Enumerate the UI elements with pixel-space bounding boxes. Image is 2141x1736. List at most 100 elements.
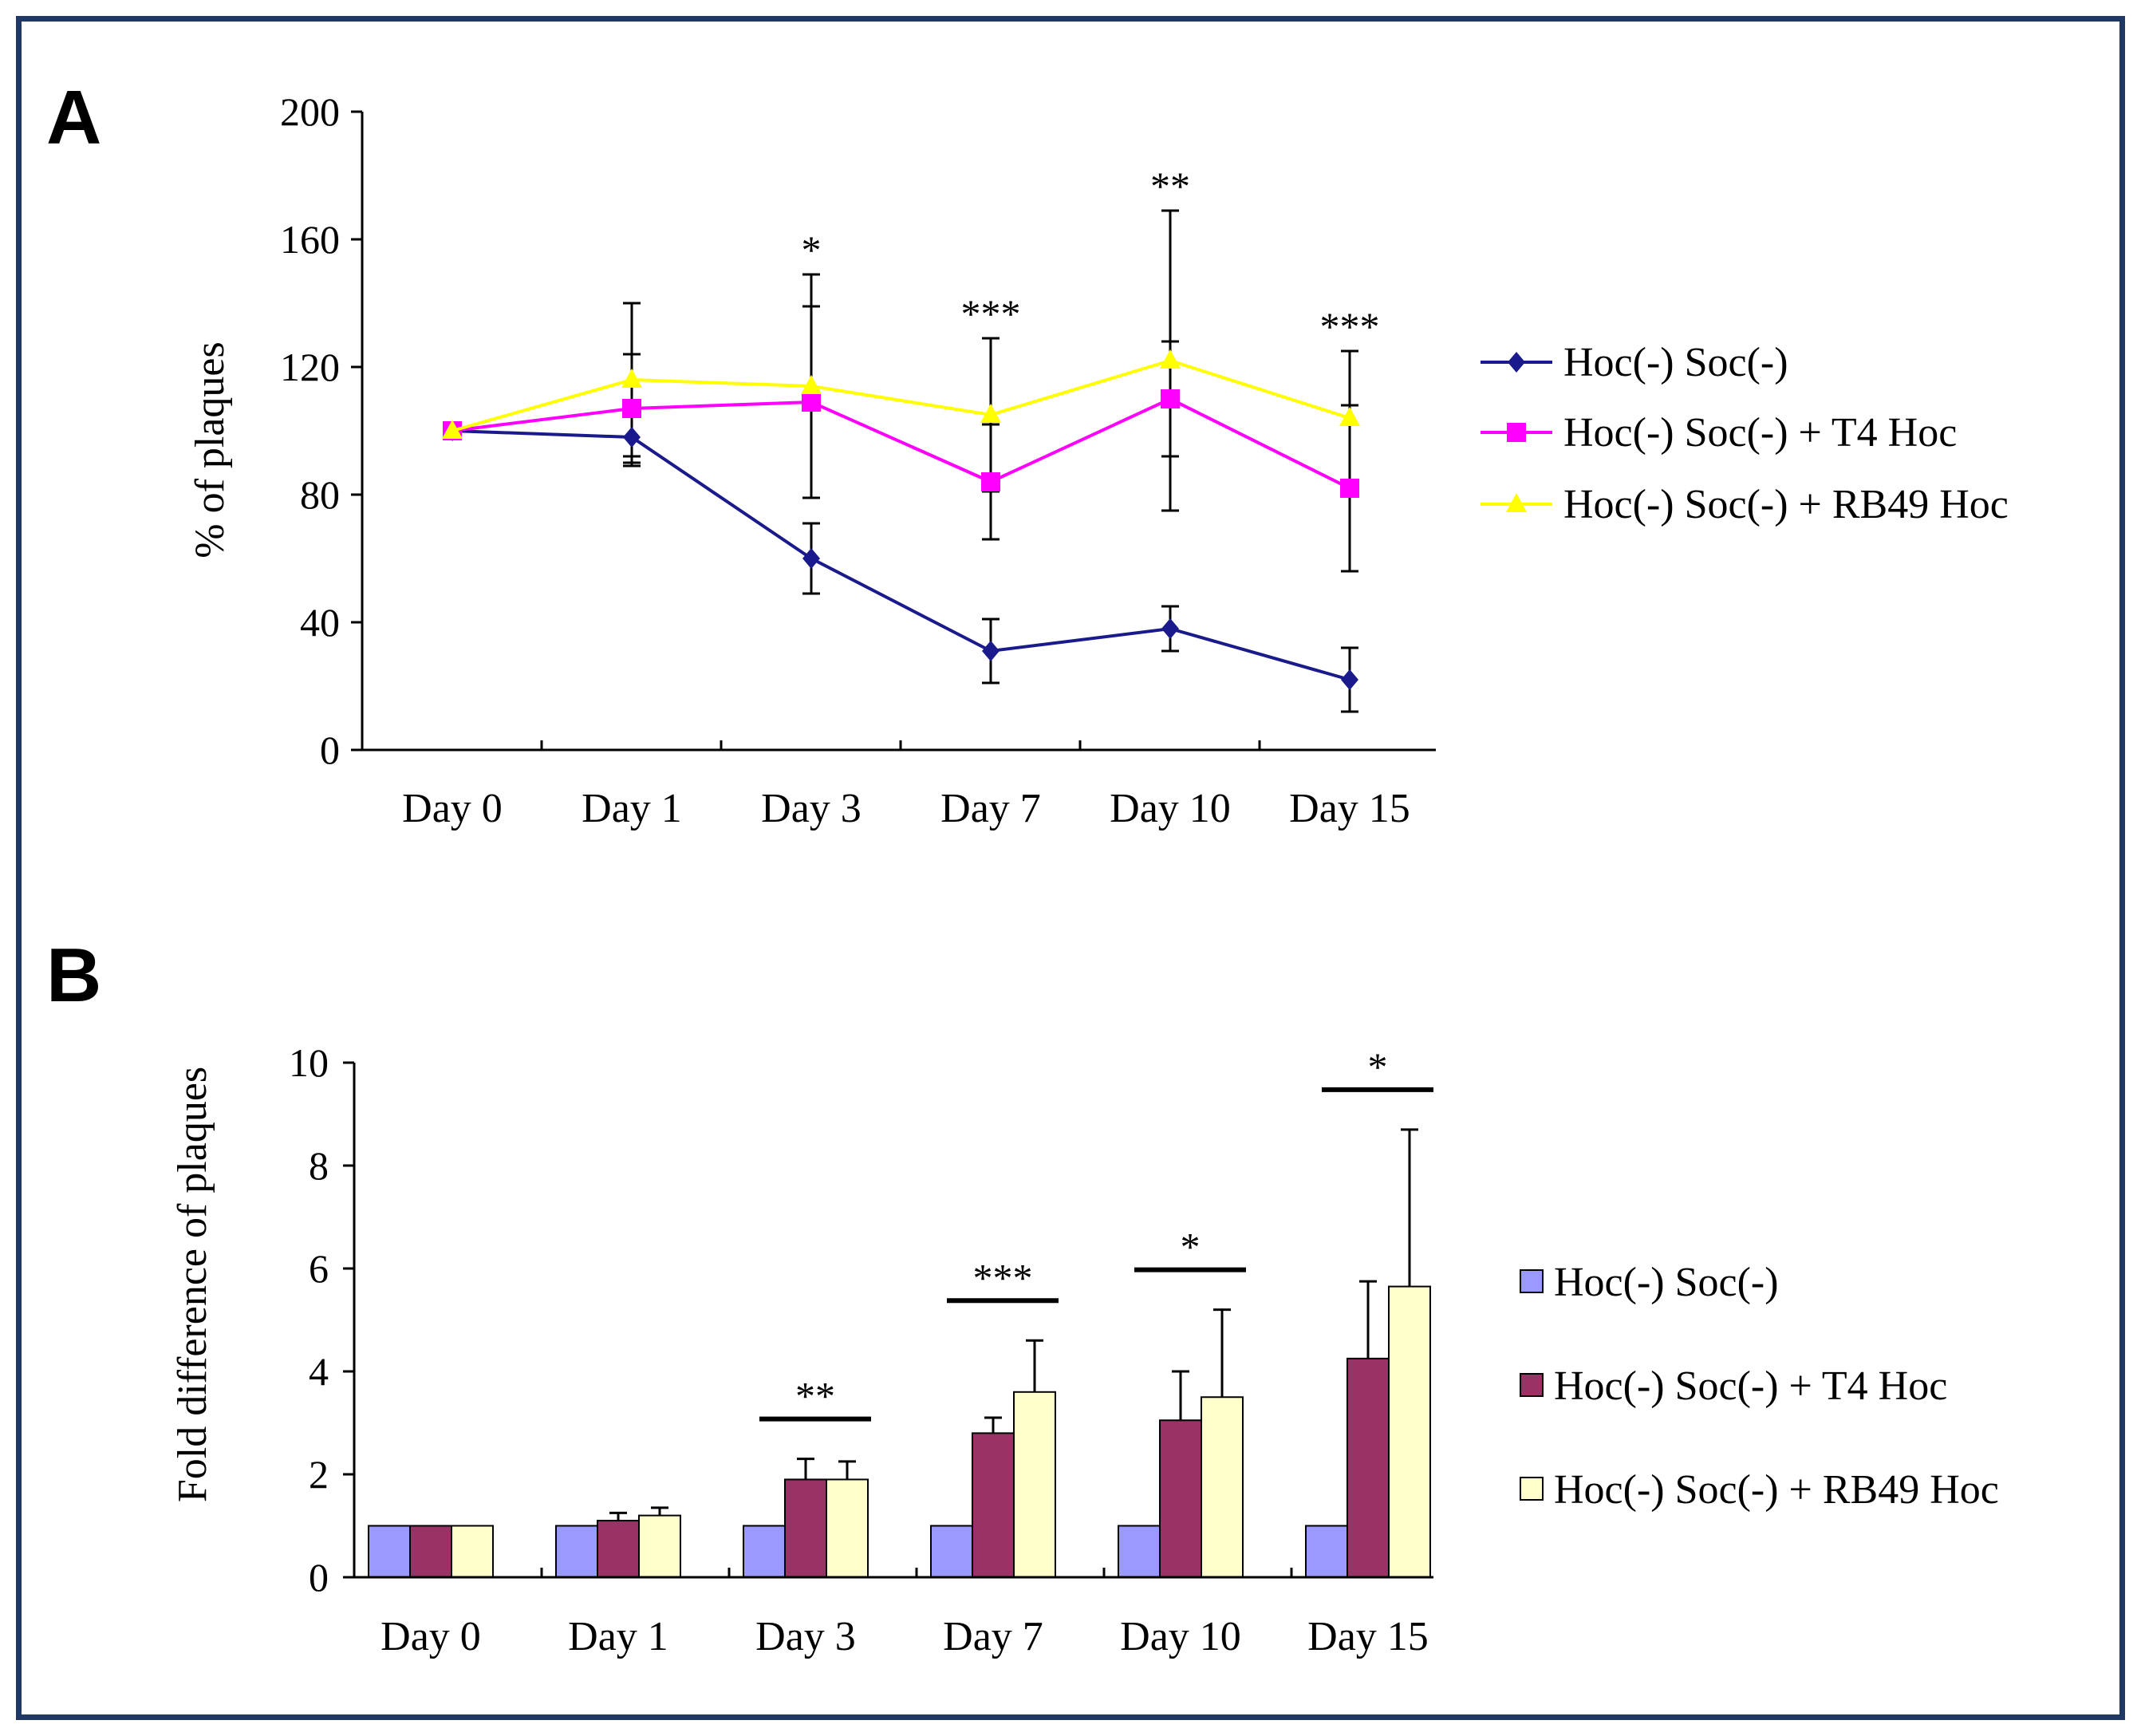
panel-b-x-ticks: Day 0 Day 1 Day 3 Day 7 Day 10 Day 15 — [380, 1568, 1429, 1659]
marker-triangle — [1506, 493, 1527, 512]
marker-square — [1507, 423, 1526, 442]
significance-label: ** — [1150, 164, 1190, 208]
marker-square — [1340, 479, 1359, 498]
y-tick-label: 200 — [280, 89, 340, 134]
marker-diamond — [1161, 618, 1179, 639]
series-line — [451, 358, 1350, 432]
y-tick-label: 80 — [300, 472, 340, 517]
x-tick-label: Day 15 — [1289, 786, 1410, 831]
panel-a-label: A — [46, 75, 101, 160]
series-line — [451, 429, 1350, 681]
bar — [638, 1514, 681, 1578]
legend-swatch — [1520, 1269, 1544, 1293]
bar — [930, 1525, 973, 1578]
bar — [1118, 1525, 1161, 1578]
marker-square — [981, 472, 1000, 491]
y-tick-label: 0 — [309, 1555, 329, 1600]
marker-diamond — [623, 427, 641, 448]
panel-a: A % of plaques 0 40 80 120 160 200 Day 0 Day 1… — [46, 75, 2009, 831]
series-1 — [444, 420, 1358, 690]
panel-a-y-ticks: 0 40 80 120 160 200 — [280, 89, 362, 772]
significance-label: * — [1181, 1225, 1201, 1269]
panel-a-legend: Hoc(-) Soc(-) Hoc(-) Soc(-) + T4 Hoc Hoc(-… — [1481, 340, 2009, 527]
bar — [1159, 1419, 1202, 1579]
y-tick-label: 0 — [320, 728, 340, 772]
bar — [555, 1525, 598, 1578]
marker-triangle — [1160, 349, 1181, 369]
marker-diamond — [1341, 669, 1358, 690]
panel-a-x-ticks: Day 0 Day 1 Day 3 Day 7 Day 10 Day 15 — [402, 740, 1410, 831]
panel-a-plot-area: ********* — [442, 164, 1380, 713]
marker-diamond — [802, 548, 820, 569]
significance-label: *** — [973, 1255, 1033, 1300]
panel-b-plot-area: ******* — [368, 1044, 1433, 1579]
x-tick-label: Day 7 — [940, 786, 1041, 831]
figure-frame — [16, 16, 2125, 1720]
panel-b-legend: Hoc(-) Soc(-) Hoc(-) Soc(-) + T4 Hoc Hoc(-… — [1520, 1260, 1999, 1513]
bar — [409, 1525, 452, 1578]
legend-label: Hoc(-) Soc(-) + RB49 Hoc — [1563, 482, 2009, 527]
marker-triangle — [621, 369, 642, 388]
series-2 — [443, 389, 1359, 498]
significance-label: * — [1368, 1044, 1388, 1089]
y-tick-label: 160 — [280, 217, 340, 262]
bar — [826, 1478, 869, 1578]
panel-b: B Fold difference of plaques 0 2 4 6 8 10 Day… — [46, 933, 1999, 1659]
marker-triangle — [980, 404, 1001, 423]
x-tick-label: Day 10 — [1110, 786, 1231, 831]
significance-label: *** — [961, 291, 1021, 336]
panel-b-label: B — [46, 933, 101, 1018]
marker-square — [622, 399, 641, 418]
bar — [1013, 1391, 1056, 1579]
bar — [451, 1525, 494, 1578]
legend-swatch — [1520, 1477, 1544, 1501]
series-line — [451, 397, 1350, 490]
y-tick-label: 10 — [289, 1040, 329, 1085]
marker-triangle — [1339, 407, 1360, 426]
legend-label: Hoc(-) Soc(-) + RB49 Hoc — [1554, 1467, 1999, 1513]
x-tick-label: Day 15 — [1307, 1614, 1429, 1659]
y-tick-label: 120 — [280, 345, 340, 389]
marker-square — [802, 393, 821, 412]
x-tick-label: Day 0 — [380, 1614, 481, 1659]
bar — [743, 1525, 786, 1578]
legend-label: Hoc(-) Soc(-) + T4 Hoc — [1563, 410, 1957, 456]
x-tick-label: Day 1 — [568, 1614, 668, 1659]
bar — [597, 1520, 640, 1579]
significance-label: *** — [1320, 304, 1380, 349]
x-tick-label: Day 3 — [755, 1614, 856, 1659]
y-tick-label: 6 — [309, 1246, 329, 1291]
significance-label: ** — [795, 1374, 835, 1418]
marker-triangle — [801, 375, 822, 394]
x-tick-label: Day 1 — [582, 786, 682, 831]
y-tick-label: 8 — [309, 1143, 329, 1188]
bar — [784, 1478, 827, 1578]
y-tick-label: 40 — [300, 600, 340, 645]
bar — [368, 1525, 411, 1578]
x-tick-label: Day 0 — [402, 786, 503, 831]
y-tick-label: 2 — [309, 1452, 329, 1497]
marker-diamond — [1508, 352, 1525, 373]
y-tick-label: 4 — [309, 1349, 329, 1394]
x-tick-label: Day 10 — [1120, 1614, 1241, 1659]
marker-diamond — [982, 641, 1000, 661]
marker-triangle — [442, 420, 463, 439]
bar — [1347, 1357, 1390, 1578]
legend-label: Hoc(-) Soc(-) — [1563, 340, 1788, 385]
x-tick-label: Day 7 — [943, 1614, 1043, 1659]
bar — [972, 1432, 1015, 1579]
panel-b-y-ticks: 0 2 4 6 8 10 — [289, 1040, 354, 1600]
legend-swatch — [1520, 1373, 1544, 1397]
bar — [1388, 1285, 1431, 1578]
x-tick-label: Day 3 — [761, 786, 862, 831]
panel-a-y-axis-label: % of plaques — [187, 341, 233, 558]
legend-label: Hoc(-) Soc(-) — [1554, 1260, 1779, 1305]
panel-b-y-axis-label: Fold difference of plaques — [170, 1067, 215, 1502]
significance-label: * — [802, 227, 822, 272]
series-3 — [442, 349, 1360, 439]
bar — [1201, 1396, 1244, 1578]
marker-square — [1161, 389, 1180, 408]
bar — [1305, 1525, 1348, 1578]
legend-label: Hoc(-) Soc(-) + T4 Hoc — [1554, 1363, 1947, 1409]
